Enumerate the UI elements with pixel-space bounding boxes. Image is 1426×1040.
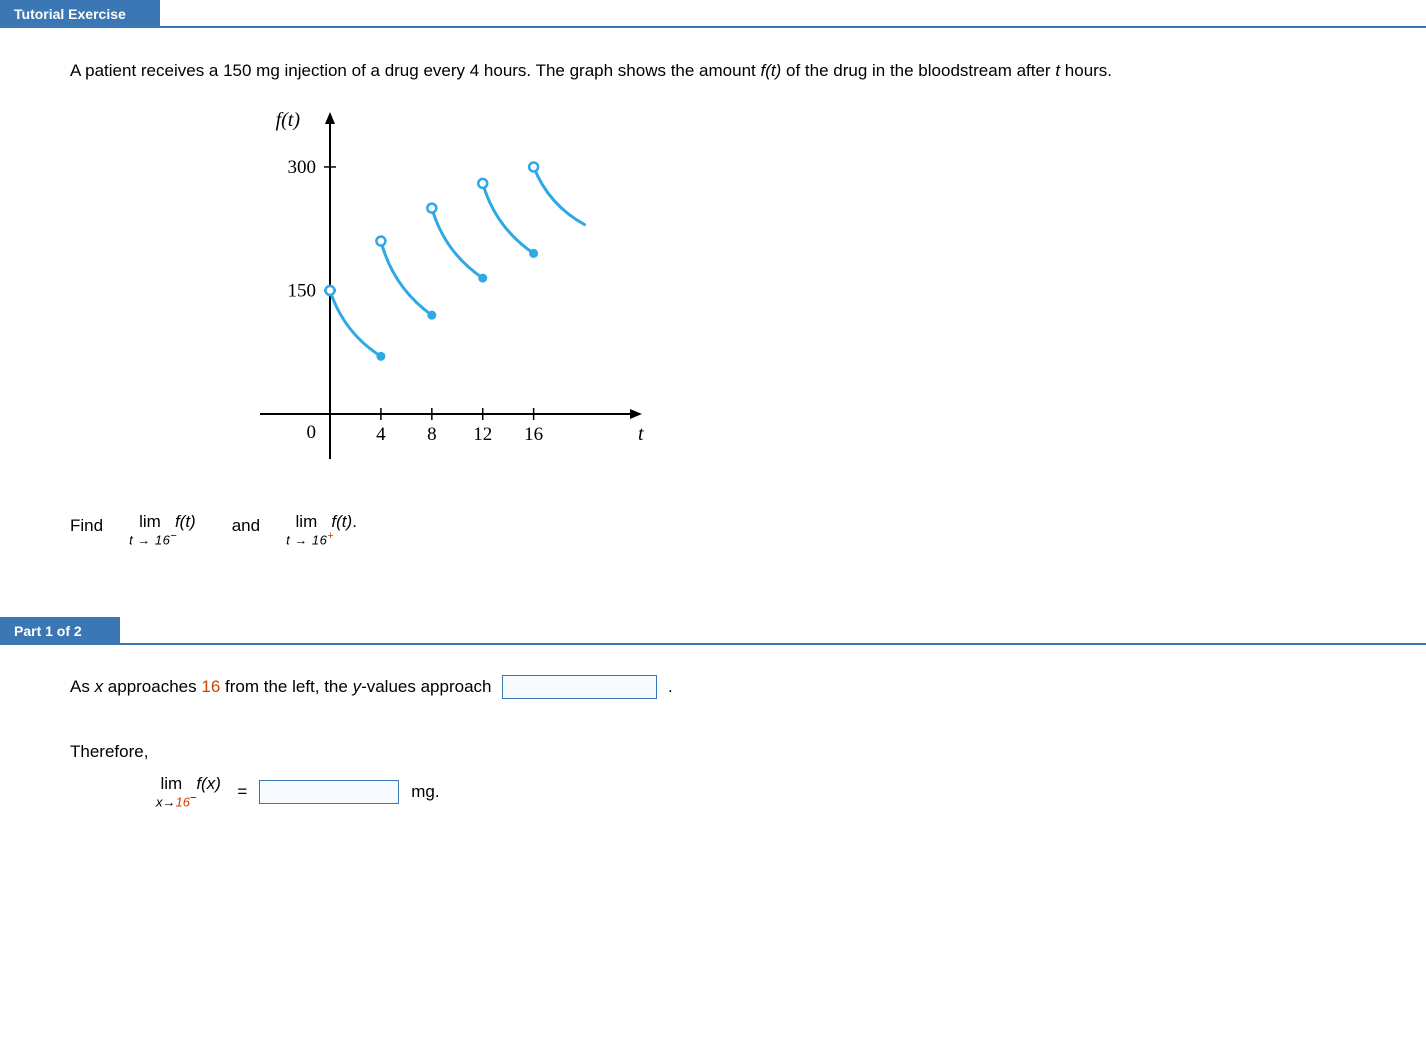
tutorial-header-label: Tutorial Exercise bbox=[0, 0, 160, 28]
svg-text:150: 150 bbox=[288, 281, 317, 302]
svg-text:f(t): f(t) bbox=[276, 109, 301, 131]
problem-statement: A patient receives a 150 mg injection of… bbox=[70, 58, 1150, 84]
limit-right: lim f(t). t → 16+ bbox=[286, 513, 366, 547]
lim-sub-left-sup: − bbox=[170, 530, 176, 542]
p1-a: As bbox=[70, 677, 95, 696]
limit-fx: lim f(x) x→16− bbox=[156, 775, 225, 809]
svg-text:12: 12 bbox=[473, 424, 492, 445]
find-limits-line: Find lim f(t) t → 16− and lim f(t). t → … bbox=[70, 513, 1406, 547]
therefore-label: Therefore, bbox=[70, 738, 1406, 765]
part1-header-row: Part 1 of 2 bbox=[0, 617, 1426, 645]
p1-num: 16 bbox=[201, 677, 220, 696]
answer-input-1[interactable] bbox=[502, 675, 657, 699]
svg-text:4: 4 bbox=[376, 424, 386, 445]
answer-input-2[interactable] bbox=[259, 780, 399, 804]
limit-left: lim f(t) t → 16− bbox=[129, 513, 206, 547]
svg-text:0: 0 bbox=[307, 422, 317, 443]
part1-line1: As x approaches 16 from the left, the y-… bbox=[70, 673, 1406, 700]
equals: = bbox=[237, 778, 247, 805]
p1-d: -values approach bbox=[361, 677, 491, 696]
period-1: . bbox=[352, 512, 357, 531]
unit-mg: mg. bbox=[411, 778, 439, 805]
lim-sub-fx-arrow: → bbox=[163, 794, 176, 809]
drug-graph: 150 300 4 8 12 16 0 f(t) t bbox=[240, 104, 1406, 492]
problem-text-1: A patient receives a 150 mg injection of… bbox=[70, 61, 760, 80]
lim-word-1: lim bbox=[139, 512, 161, 531]
p1-c: from the left, the bbox=[220, 677, 352, 696]
lim-sub-fx-sup: − bbox=[190, 792, 196, 804]
lim-sub-left: t → 16 bbox=[129, 532, 170, 547]
part1-limit-equation: lim f(x) x→16− = mg. bbox=[150, 775, 1406, 809]
tutorial-body: A patient receives a 150 mg injection of… bbox=[0, 30, 1426, 607]
p1-var2: y bbox=[353, 677, 362, 696]
problem-text-2: of the drug in the bloodstream after bbox=[781, 61, 1055, 80]
part1-header-label: Part 1 of 2 bbox=[0, 617, 120, 645]
svg-text:8: 8 bbox=[427, 424, 437, 445]
lim-fn-3: f(x) bbox=[196, 774, 221, 793]
problem-fn: f(t) bbox=[760, 61, 781, 80]
lim-fn-2: f(t) bbox=[331, 512, 352, 531]
part1-body: As x approaches 16 from the left, the y-… bbox=[0, 647, 1426, 829]
tutorial-header-row: Tutorial Exercise bbox=[0, 0, 1426, 28]
problem-text-3: hours. bbox=[1060, 61, 1112, 80]
svg-text:16: 16 bbox=[524, 424, 543, 445]
tutorial-header-rule bbox=[160, 26, 1426, 28]
p1-var: x bbox=[95, 677, 104, 696]
lim-sub-right: t → 16 bbox=[286, 532, 327, 547]
lim-sub-right-sup: + bbox=[327, 530, 333, 542]
lim-word-2: lim bbox=[296, 512, 318, 531]
lim-fn-1: f(t) bbox=[175, 512, 196, 531]
and-label: and bbox=[232, 513, 260, 539]
part1-header-rule bbox=[120, 643, 1426, 645]
drug-graph-svg: 150 300 4 8 12 16 0 f(t) t bbox=[240, 104, 660, 484]
lim-word-3: lim bbox=[160, 774, 182, 793]
svg-text:t: t bbox=[638, 423, 644, 445]
svg-text:300: 300 bbox=[288, 157, 317, 178]
p1-b: approaches bbox=[103, 677, 201, 696]
lim-sub-fx-num: 16 bbox=[176, 794, 190, 809]
find-label: Find bbox=[70, 513, 103, 539]
p1-end: . bbox=[668, 677, 673, 696]
